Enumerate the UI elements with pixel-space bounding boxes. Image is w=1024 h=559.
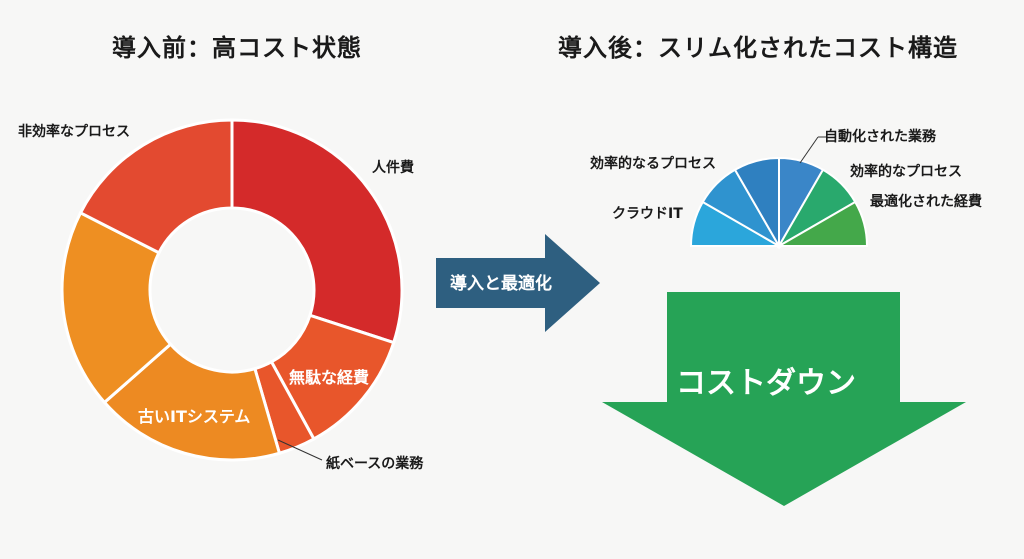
leader-line-automated xyxy=(799,136,819,164)
leader-line-paper xyxy=(277,439,323,461)
donut-segment-4 xyxy=(60,210,173,405)
label-wasteful-expenses: 無駄な経費 xyxy=(289,368,369,387)
donut-segment-5 xyxy=(78,118,234,255)
before-title: 導入前：高コスト状態 xyxy=(112,34,362,62)
after-fan-chart xyxy=(689,156,869,250)
label-personnel-cost: 人件費 xyxy=(372,159,414,176)
donut-leader-lines xyxy=(277,439,323,461)
cost-down-label: コストダウン xyxy=(676,366,856,401)
fan-leader-lines xyxy=(799,136,826,164)
donut-segment-3 xyxy=(102,342,282,462)
donut-segment-0 xyxy=(230,118,404,345)
after-title: 導入後：スリム化されたコスト構造 xyxy=(558,34,958,62)
optimization-arrow xyxy=(436,234,600,332)
label-cloud-it: クラウドIT xyxy=(612,206,683,222)
optimization-arrow-label: 導入と最適化 xyxy=(450,273,552,294)
before-donut-chart xyxy=(60,118,404,462)
label-old-it-system: 古いITシステム xyxy=(138,407,250,426)
label-efficient-process-b: 効率的なプロセス xyxy=(850,163,962,180)
label-inefficient-process: 非効率なプロセス xyxy=(18,123,130,140)
cost-down-arrow xyxy=(602,292,966,506)
label-optimized-expenses: 最適化された経費 xyxy=(870,193,982,210)
label-efficient-process-a: 効率的なるプロセス xyxy=(590,155,716,172)
label-paper-work: 紙ベースの業務 xyxy=(326,455,424,472)
fan-segment-5 xyxy=(775,200,869,247)
label-automated-work: 自動化された業務 xyxy=(824,128,937,145)
